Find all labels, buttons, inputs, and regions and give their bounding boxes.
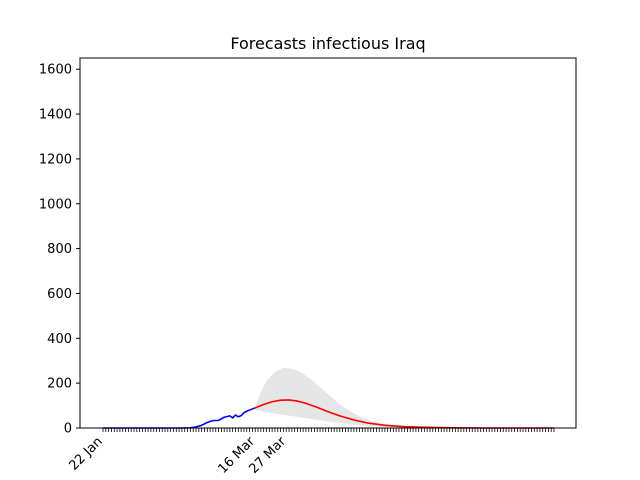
uncertainty-band <box>255 367 484 428</box>
y-tick-label: 1200 <box>39 152 72 167</box>
y-tick-label: 1600 <box>39 63 72 78</box>
forecast-series-line <box>254 399 554 429</box>
y-tick-label: 1000 <box>39 197 72 212</box>
y-tick-label: 0 <box>64 422 72 437</box>
y-tick-label: 1400 <box>39 108 72 123</box>
y-axis: 0 200 400 600 800 1000 1200 1400 1600 <box>39 63 80 437</box>
y-tick-label: 600 <box>47 287 72 302</box>
axes-frame <box>79 57 577 429</box>
y-tick-label: 800 <box>47 242 72 257</box>
chart-title: Forecasts infectious Iraq <box>230 34 425 53</box>
y-tick-label: 200 <box>47 377 72 392</box>
y-tick-label: 400 <box>47 332 72 347</box>
